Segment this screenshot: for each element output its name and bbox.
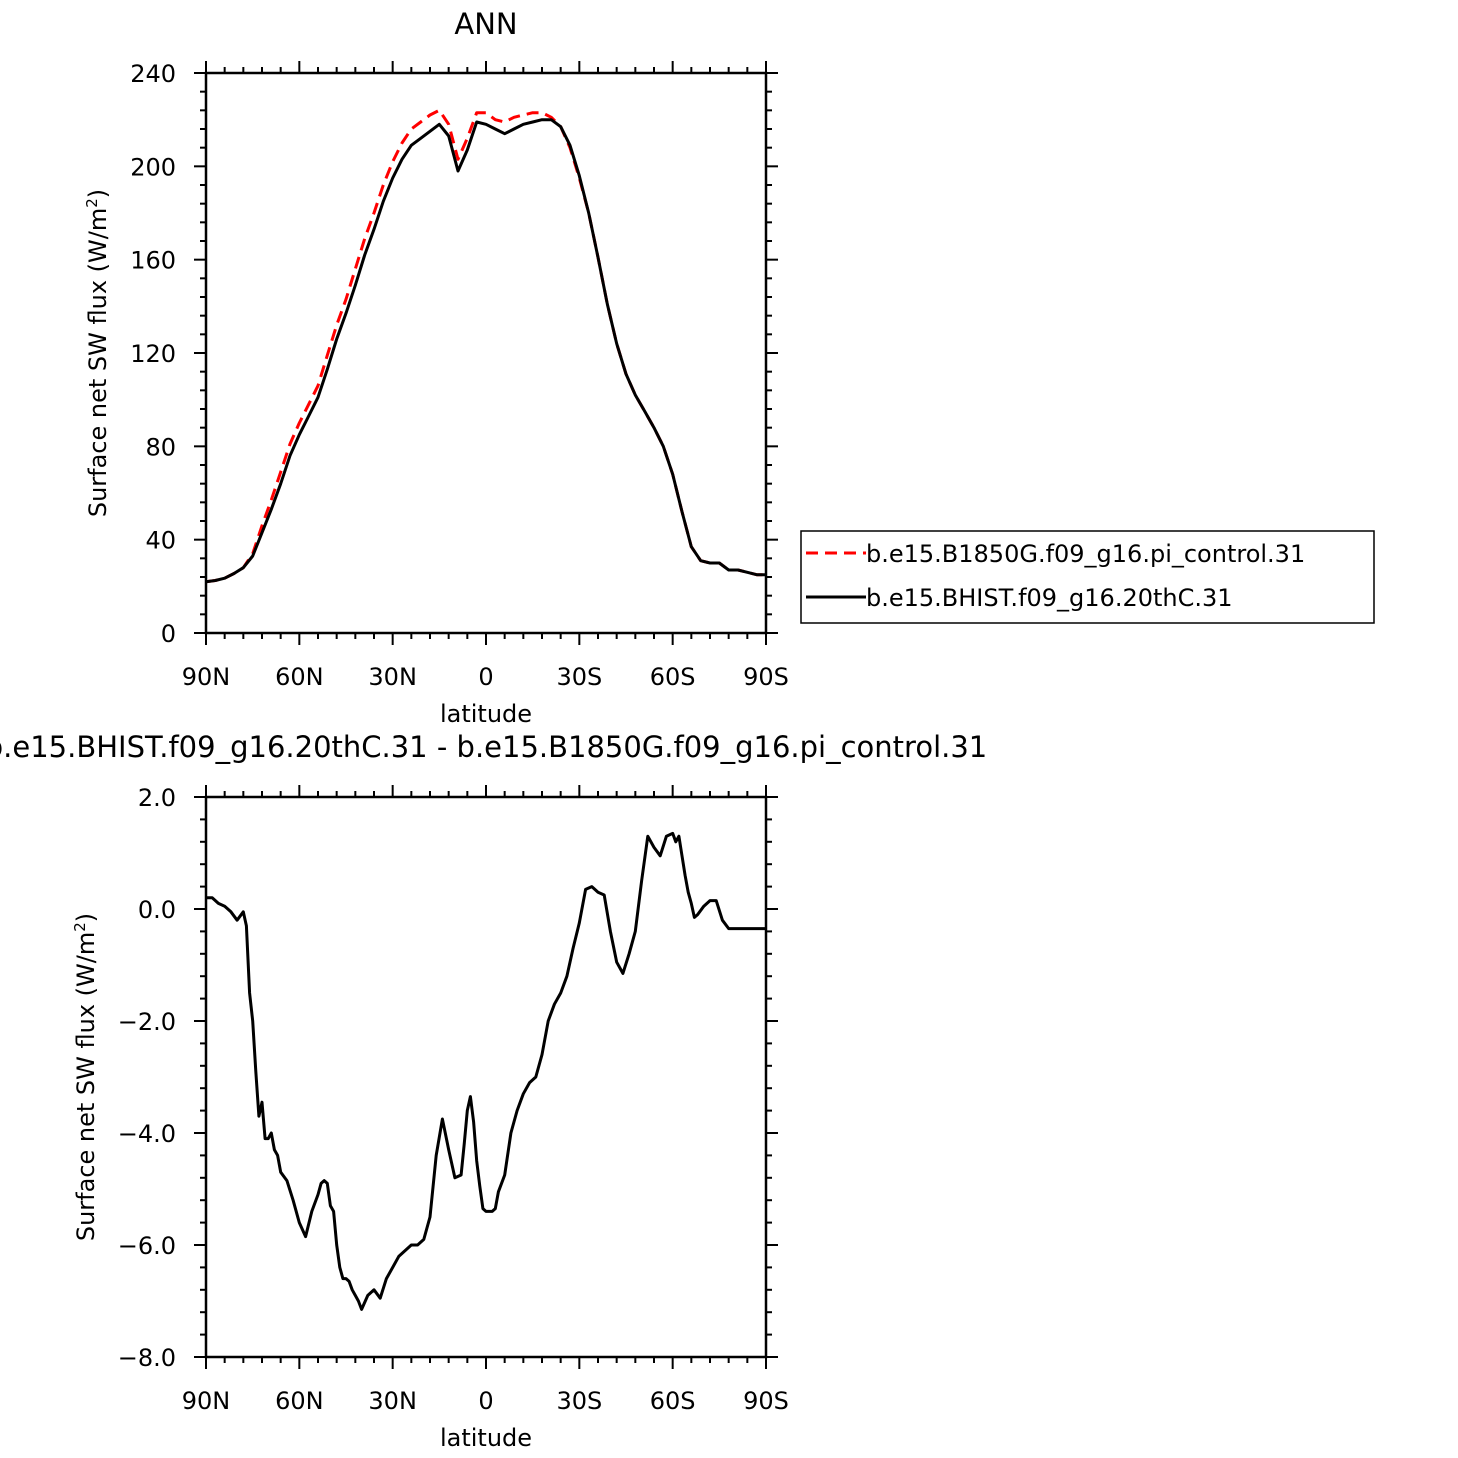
top-plot-frame <box>204 71 768 635</box>
y-tick-label: −6.0 <box>118 1232 176 1260</box>
series-line-1 <box>205 118 766 584</box>
top-y-axis-label: Surface net SW flux (W/m2) <box>83 189 112 517</box>
y-tick-label: 40 <box>145 527 176 555</box>
legend-label-20thc: b.e15.BHIST.f09_g16.20thC.31 <box>866 584 1233 612</box>
bottom-chart-title: b.e15.BHIST.f09_g16.20thC.31 - b.e15.B18… <box>0 730 987 764</box>
x-tick-label: 90S <box>743 1387 789 1415</box>
bottom-panel: b.e15.BHIST.f09_g16.20thC.31 - b.e15.B18… <box>0 730 987 1452</box>
x-tick-label: 60S <box>650 1387 696 1415</box>
top-panel: ANN 90N 60N 30N 0 30S 60S 90S 0 40 80 120 160 200 240… <box>83 7 789 728</box>
x-tick-label: 30S <box>556 663 602 691</box>
bottom-ticks <box>194 785 778 1369</box>
bottom-tick-labels: 90N 60N 30N 0 30S 60S 90S −8.0 −6.0 −4.0 −2.0 0.0 2.… <box>118 784 789 1415</box>
bottom-plot-frame <box>204 795 768 1359</box>
legend: b.e15.B1850G.f09_g16.pi_control.31 b.e15… <box>800 530 1375 624</box>
y-tick-label: −8.0 <box>118 1344 176 1372</box>
y-tick-label: −2.0 <box>118 1008 176 1036</box>
top-series <box>205 108 766 584</box>
x-tick-label: 30N <box>368 663 417 691</box>
x-tick-label: 90S <box>743 663 789 691</box>
x-tick-label: 30N <box>368 1387 417 1415</box>
x-tick-label: 0 <box>478 1387 493 1415</box>
y-tick-label: 120 <box>130 340 176 368</box>
top-chart-title: ANN <box>454 7 517 41</box>
y-tick-label: 240 <box>130 60 176 88</box>
top-x-axis-label: latitude <box>440 700 532 728</box>
series-line-0 <box>206 831 766 1311</box>
y-tick-label: −4.0 <box>118 1120 176 1148</box>
bottom-series <box>206 831 766 1311</box>
bottom-y-axis-label: Surface net SW flux (W/m2) <box>71 913 100 1241</box>
y-tick-label: 2.0 <box>138 784 176 812</box>
legend-box <box>800 530 1375 624</box>
y-tick-label: 160 <box>130 247 176 275</box>
y-tick-label: 80 <box>145 433 176 461</box>
x-tick-label: 60S <box>650 663 696 691</box>
bottom-x-axis-label: latitude <box>440 1424 532 1452</box>
x-tick-label: 90N <box>182 663 231 691</box>
top-tick-labels: 90N 60N 30N 0 30S 60S 90S 0 40 80 120 160 200 240 <box>130 60 789 691</box>
y-tick-label: 0 <box>161 620 176 648</box>
x-tick-label: 30S <box>556 1387 602 1415</box>
x-tick-label: 90N <box>182 1387 231 1415</box>
x-tick-label: 0 <box>478 663 493 691</box>
top-ticks <box>194 61 778 645</box>
x-tick-label: 60N <box>275 1387 324 1415</box>
y-tick-label: 0.0 <box>138 896 176 924</box>
legend-label-pi-control: b.e15.B1850G.f09_g16.pi_control.31 <box>866 540 1305 568</box>
y-tick-label: 200 <box>130 153 176 181</box>
x-tick-label: 60N <box>275 663 324 691</box>
